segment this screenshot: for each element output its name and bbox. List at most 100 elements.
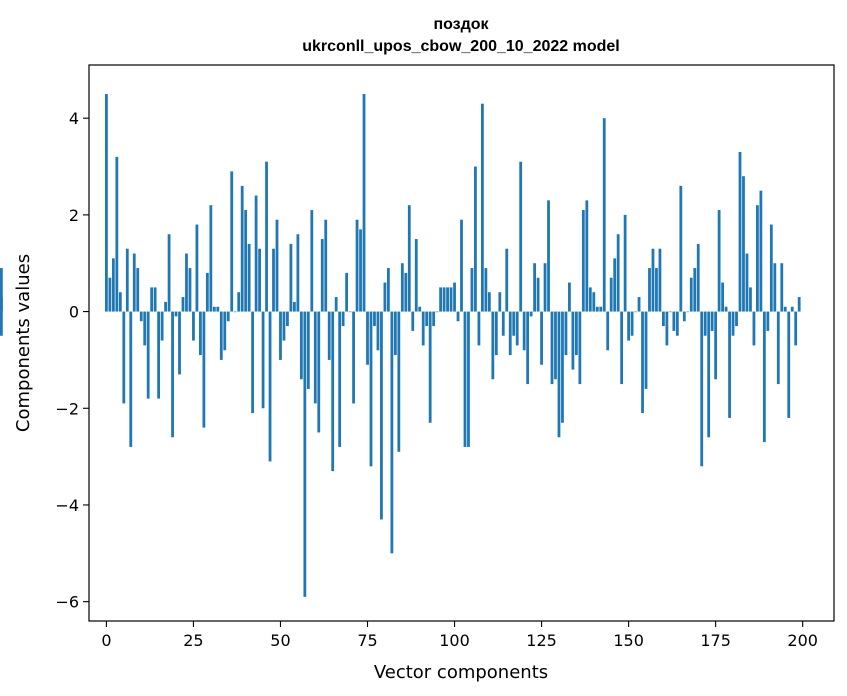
bar-155: [644, 311, 648, 389]
x-tick-label: 150: [613, 631, 644, 650]
bar-21: [178, 311, 181, 375]
bar-175: [714, 311, 718, 380]
bar-38: [237, 292, 241, 312]
y-tick-label: −6: [55, 593, 79, 612]
bar-120: [522, 311, 526, 351]
bar-171: [700, 311, 704, 467]
bar-0: [105, 94, 108, 312]
bar-19: [171, 311, 174, 438]
bar-130: [557, 311, 561, 438]
bar-54: [293, 301, 296, 312]
y-tick-label: −2: [55, 399, 79, 418]
bar-170: [696, 243, 700, 312]
chart-subtitle: ukrconll_upos_cbow_200_10_2022 model: [302, 38, 619, 55]
bar-66: [334, 297, 338, 312]
bar-87: [407, 205, 411, 312]
bar-35: [226, 311, 230, 322]
bar-116: [508, 311, 512, 356]
bar-183: [742, 176, 745, 312]
bar-28: [202, 311, 206, 428]
bar-15: [157, 311, 161, 399]
x-tick-label: 100: [439, 631, 470, 650]
bar-101: [456, 311, 460, 322]
bar-131: [561, 311, 564, 423]
bar-5: [122, 311, 126, 404]
bar-152: [634, 311, 637, 313]
bar-1: [108, 277, 112, 312]
bar-142: [599, 306, 603, 312]
bar-135: [574, 311, 578, 356]
y-axis-label: Components values: [13, 254, 34, 432]
bar-172: [703, 311, 707, 336]
bar-137: [581, 210, 585, 312]
bar-74: [362, 94, 366, 312]
bar-168: [689, 277, 693, 312]
bar-190: [766, 311, 770, 331]
bar-169: [693, 268, 697, 312]
bar-16: [160, 311, 164, 341]
bar-158: [655, 268, 658, 312]
bar-115: [505, 248, 509, 312]
bar-148: [620, 311, 624, 385]
bar-3: [115, 156, 119, 312]
bar-161: [665, 311, 669, 346]
bar-103: [463, 311, 467, 447]
bar-34: [223, 311, 227, 351]
bar-27: [199, 311, 202, 356]
bar-30: [209, 205, 213, 312]
bar-166: [682, 311, 686, 322]
bar-109: [484, 268, 488, 312]
bar-32: [216, 306, 220, 312]
bar-157: [651, 248, 655, 312]
bar-167: [686, 311, 690, 313]
bar-110: [487, 292, 491, 312]
bar-180: [731, 311, 735, 336]
bar-188: [759, 190, 763, 312]
x-axis-ticks: 0 25 50 75 100 125 150 175 200: [101, 621, 818, 650]
bar-11: [143, 311, 147, 346]
bar-10: [139, 311, 143, 322]
bar-191: [769, 224, 773, 312]
x-tick-label: 175: [700, 631, 731, 650]
bar-73: [359, 229, 362, 312]
bar-146: [613, 258, 617, 312]
x-tick-label: 125: [526, 631, 557, 650]
bar-2: [111, 258, 115, 312]
bar-81: [387, 268, 390, 312]
bar-9: [136, 268, 140, 312]
bar-82: [390, 311, 394, 554]
bar-51: [282, 311, 286, 341]
bar-96: [439, 287, 443, 312]
bar-24: [188, 268, 192, 312]
bar-176: [717, 210, 721, 312]
bar-50: [279, 311, 282, 360]
bar-69: [345, 272, 349, 312]
bar-124: [536, 277, 540, 312]
bar-23: [185, 253, 188, 312]
bar-77: [373, 311, 376, 327]
bar-57: [303, 311, 307, 597]
bar-198: [794, 311, 798, 346]
bar-60: [313, 311, 317, 404]
bar-105: [470, 268, 474, 312]
bar-7: [129, 311, 133, 447]
bar-197: [790, 306, 794, 312]
bar-56: [299, 311, 303, 380]
bar-78: [376, 311, 380, 351]
bar-163: [672, 311, 676, 331]
bar-37: [233, 311, 237, 313]
bar-79: [380, 311, 383, 520]
bar-113: [498, 292, 502, 312]
bar-181: [735, 311, 738, 327]
bar-112: [494, 311, 498, 356]
bar-42: [251, 311, 255, 414]
bar-129: [554, 311, 557, 380]
y-tick-label: −4: [55, 496, 79, 515]
bar-143: [602, 118, 606, 312]
bars-group: [0, 94, 801, 597]
bar-36: [230, 171, 234, 312]
bar-174: [710, 311, 714, 331]
bar-64: [327, 311, 331, 360]
bar-119: [519, 161, 523, 312]
bar-121: [526, 311, 530, 385]
